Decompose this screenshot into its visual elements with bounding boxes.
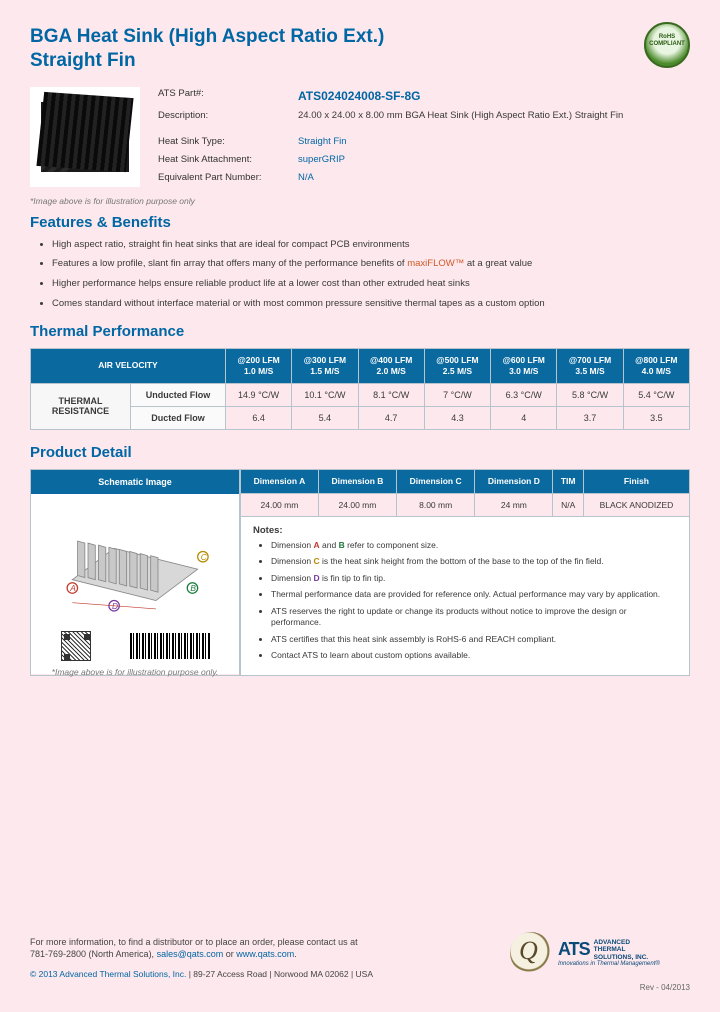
- attach-value[interactable]: superGRIP: [298, 153, 345, 167]
- dimensions-table: Dimension A Dimension B Dimension C Dime…: [240, 469, 690, 517]
- q-seal-icon: [510, 932, 552, 974]
- feature-item: Higher performance helps ensure reliable…: [52, 278, 690, 291]
- product-photo: [30, 87, 140, 187]
- dim-header: TIM: [553, 469, 583, 493]
- air-velocity-header: AIR VELOCITY: [31, 348, 226, 383]
- title-line-1: BGA Heat Sink (High Aspect Ratio Ext.): [30, 25, 690, 49]
- ats-wordmark: ATS: [558, 939, 590, 960]
- note-item: ATS certifies that this heat sink assemb…: [271, 634, 677, 645]
- col-header: @800 LFM4.0 M/S: [623, 348, 689, 383]
- notes-box: Notes: Dimension A and B refer to compon…: [240, 517, 690, 676]
- schematic-image: A B C D *Image above is for illustration…: [31, 494, 239, 674]
- rohs-compliance-badge: [644, 22, 690, 68]
- type-label: Heat Sink Type:: [158, 135, 298, 149]
- ducted-label: Ducted Flow: [131, 406, 226, 429]
- unducted-label: Unducted Flow: [131, 383, 226, 406]
- description-value: 24.00 x 24.00 x 8.00 mm BGA Heat Sink (H…: [298, 109, 623, 123]
- thermal-cell: 14.9 °C/W: [225, 383, 291, 406]
- thermal-cell: 4.3: [424, 406, 490, 429]
- ats-tagline: Innovations in Thermal Management®: [558, 961, 660, 967]
- equiv-label: Equivalent Part Number:: [158, 171, 298, 185]
- note-item: ATS reserves the right to update or chan…: [271, 606, 677, 629]
- col-header: @600 LFM3.0 M/S: [491, 348, 557, 383]
- maxiflow-brand: maxiFLOW™: [407, 258, 464, 269]
- thermal-cell: 10.1 °C/W: [292, 383, 358, 406]
- qr-code-icon: [61, 631, 91, 661]
- svg-text:C: C: [201, 552, 208, 562]
- dim-cell: BLACK ANODIZED: [583, 493, 689, 516]
- thermal-cell: 4.7: [358, 406, 424, 429]
- thermal-heading: Thermal Performance: [30, 323, 690, 340]
- feature-item: Features a low profile, slant fin array …: [52, 258, 690, 271]
- product-detail-heading: Product Detail: [30, 444, 690, 461]
- spec-grid: ATS Part#:ATS024024008-SF-8G Description…: [158, 87, 690, 190]
- schematic-header: Schematic Image: [31, 469, 239, 494]
- dim-cell: 8.00 mm: [397, 493, 475, 516]
- col-header: @300 LFM1.5 M/S: [292, 348, 358, 383]
- dim-cell: 24.00 mm: [241, 493, 319, 516]
- image-disclaimer: *Image above is for illustration purpose…: [30, 196, 690, 206]
- note-item: Contact ATS to learn about custom option…: [271, 650, 677, 661]
- part-number-value: ATS024024008-SF-8G: [298, 87, 421, 105]
- equiv-value: N/A: [298, 171, 314, 185]
- note-item: Thermal performance data are provided fo…: [271, 589, 677, 600]
- email-link[interactable]: sales@qats.com: [157, 949, 224, 959]
- copyright-link[interactable]: © 2013 Advanced Thermal Solutions, Inc.: [30, 969, 186, 979]
- description-label: Description:: [158, 109, 298, 123]
- dim-cell: 24 mm: [475, 493, 553, 516]
- feature-item: Comes standard without interface materia…: [52, 298, 690, 311]
- page-title-block: BGA Heat Sink (High Aspect Ratio Ext.) S…: [30, 25, 690, 73]
- note-item: Dimension A and B refer to component siz…: [271, 540, 677, 551]
- revision-text: Rev - 04/2013: [30, 983, 690, 992]
- note-item: Dimension C is the heat sink height from…: [271, 556, 677, 567]
- dimensions-column: Dimension A Dimension B Dimension C Dime…: [240, 469, 690, 676]
- svg-text:B: B: [190, 583, 196, 593]
- thermal-cell: 5.4: [292, 406, 358, 429]
- features-list: High aspect ratio, straight fin heat sin…: [52, 239, 690, 311]
- col-header: @400 LFM2.0 M/S: [358, 348, 424, 383]
- notes-title: Notes:: [253, 525, 677, 536]
- dim-header: Dimension D: [475, 469, 553, 493]
- thermal-resistance-header: THERMAL RESISTANCE: [31, 383, 131, 429]
- schematic-column: Schematic Image A B C D: [30, 469, 240, 676]
- thermal-cell: 3.7: [557, 406, 623, 429]
- dim-cell: 24.00 mm: [318, 493, 396, 516]
- thermal-cell: 5.4 °C/W: [623, 383, 689, 406]
- features-heading: Features & Benefits: [30, 214, 690, 231]
- dim-header: Dimension B: [318, 469, 396, 493]
- thermal-cell: 4: [491, 406, 557, 429]
- ats-company-logo: ATS ADVANCED THERMAL SOLUTIONS, INC. Inn…: [510, 928, 690, 978]
- barcode-icon: [130, 633, 210, 659]
- type-value[interactable]: Straight Fin: [298, 135, 347, 149]
- svg-text:A: A: [69, 583, 76, 593]
- product-detail-block: Schematic Image A B C D: [30, 469, 690, 676]
- dim-header: Finish: [583, 469, 689, 493]
- thermal-cell: 8.1 °C/W: [358, 383, 424, 406]
- hero-row: ATS Part#:ATS024024008-SF-8G Description…: [30, 87, 690, 190]
- attach-label: Heat Sink Attachment:: [158, 153, 298, 167]
- feature-item: High aspect ratio, straight fin heat sin…: [52, 239, 690, 252]
- thermal-cell: 6.3 °C/W: [491, 383, 557, 406]
- thermal-cell: 7 °C/W: [424, 383, 490, 406]
- thermal-cell: 5.8 °C/W: [557, 383, 623, 406]
- thermal-performance-table: AIR VELOCITY @200 LFM1.0 M/S @300 LFM1.5…: [30, 348, 690, 430]
- col-header: @200 LFM1.0 M/S: [225, 348, 291, 383]
- dim-cell: N/A: [553, 493, 583, 516]
- page-footer: For more information, to find a distribu…: [30, 936, 690, 992]
- dim-header: Dimension C: [397, 469, 475, 493]
- schematic-disclaimer: *Image above is for illustration purpose…: [41, 667, 229, 677]
- note-item: Dimension D is fin tip to fin tip.: [271, 573, 677, 584]
- part-number-label: ATS Part#:: [158, 87, 298, 105]
- website-link[interactable]: www.qats.com: [236, 949, 294, 959]
- col-header: @700 LFM3.5 M/S: [557, 348, 623, 383]
- thermal-cell: 3.5: [623, 406, 689, 429]
- title-line-2: Straight Fin: [30, 49, 690, 73]
- col-header: @500 LFM2.5 M/S: [424, 348, 490, 383]
- dim-header: Dimension A: [241, 469, 319, 493]
- thermal-cell: 6.4: [225, 406, 291, 429]
